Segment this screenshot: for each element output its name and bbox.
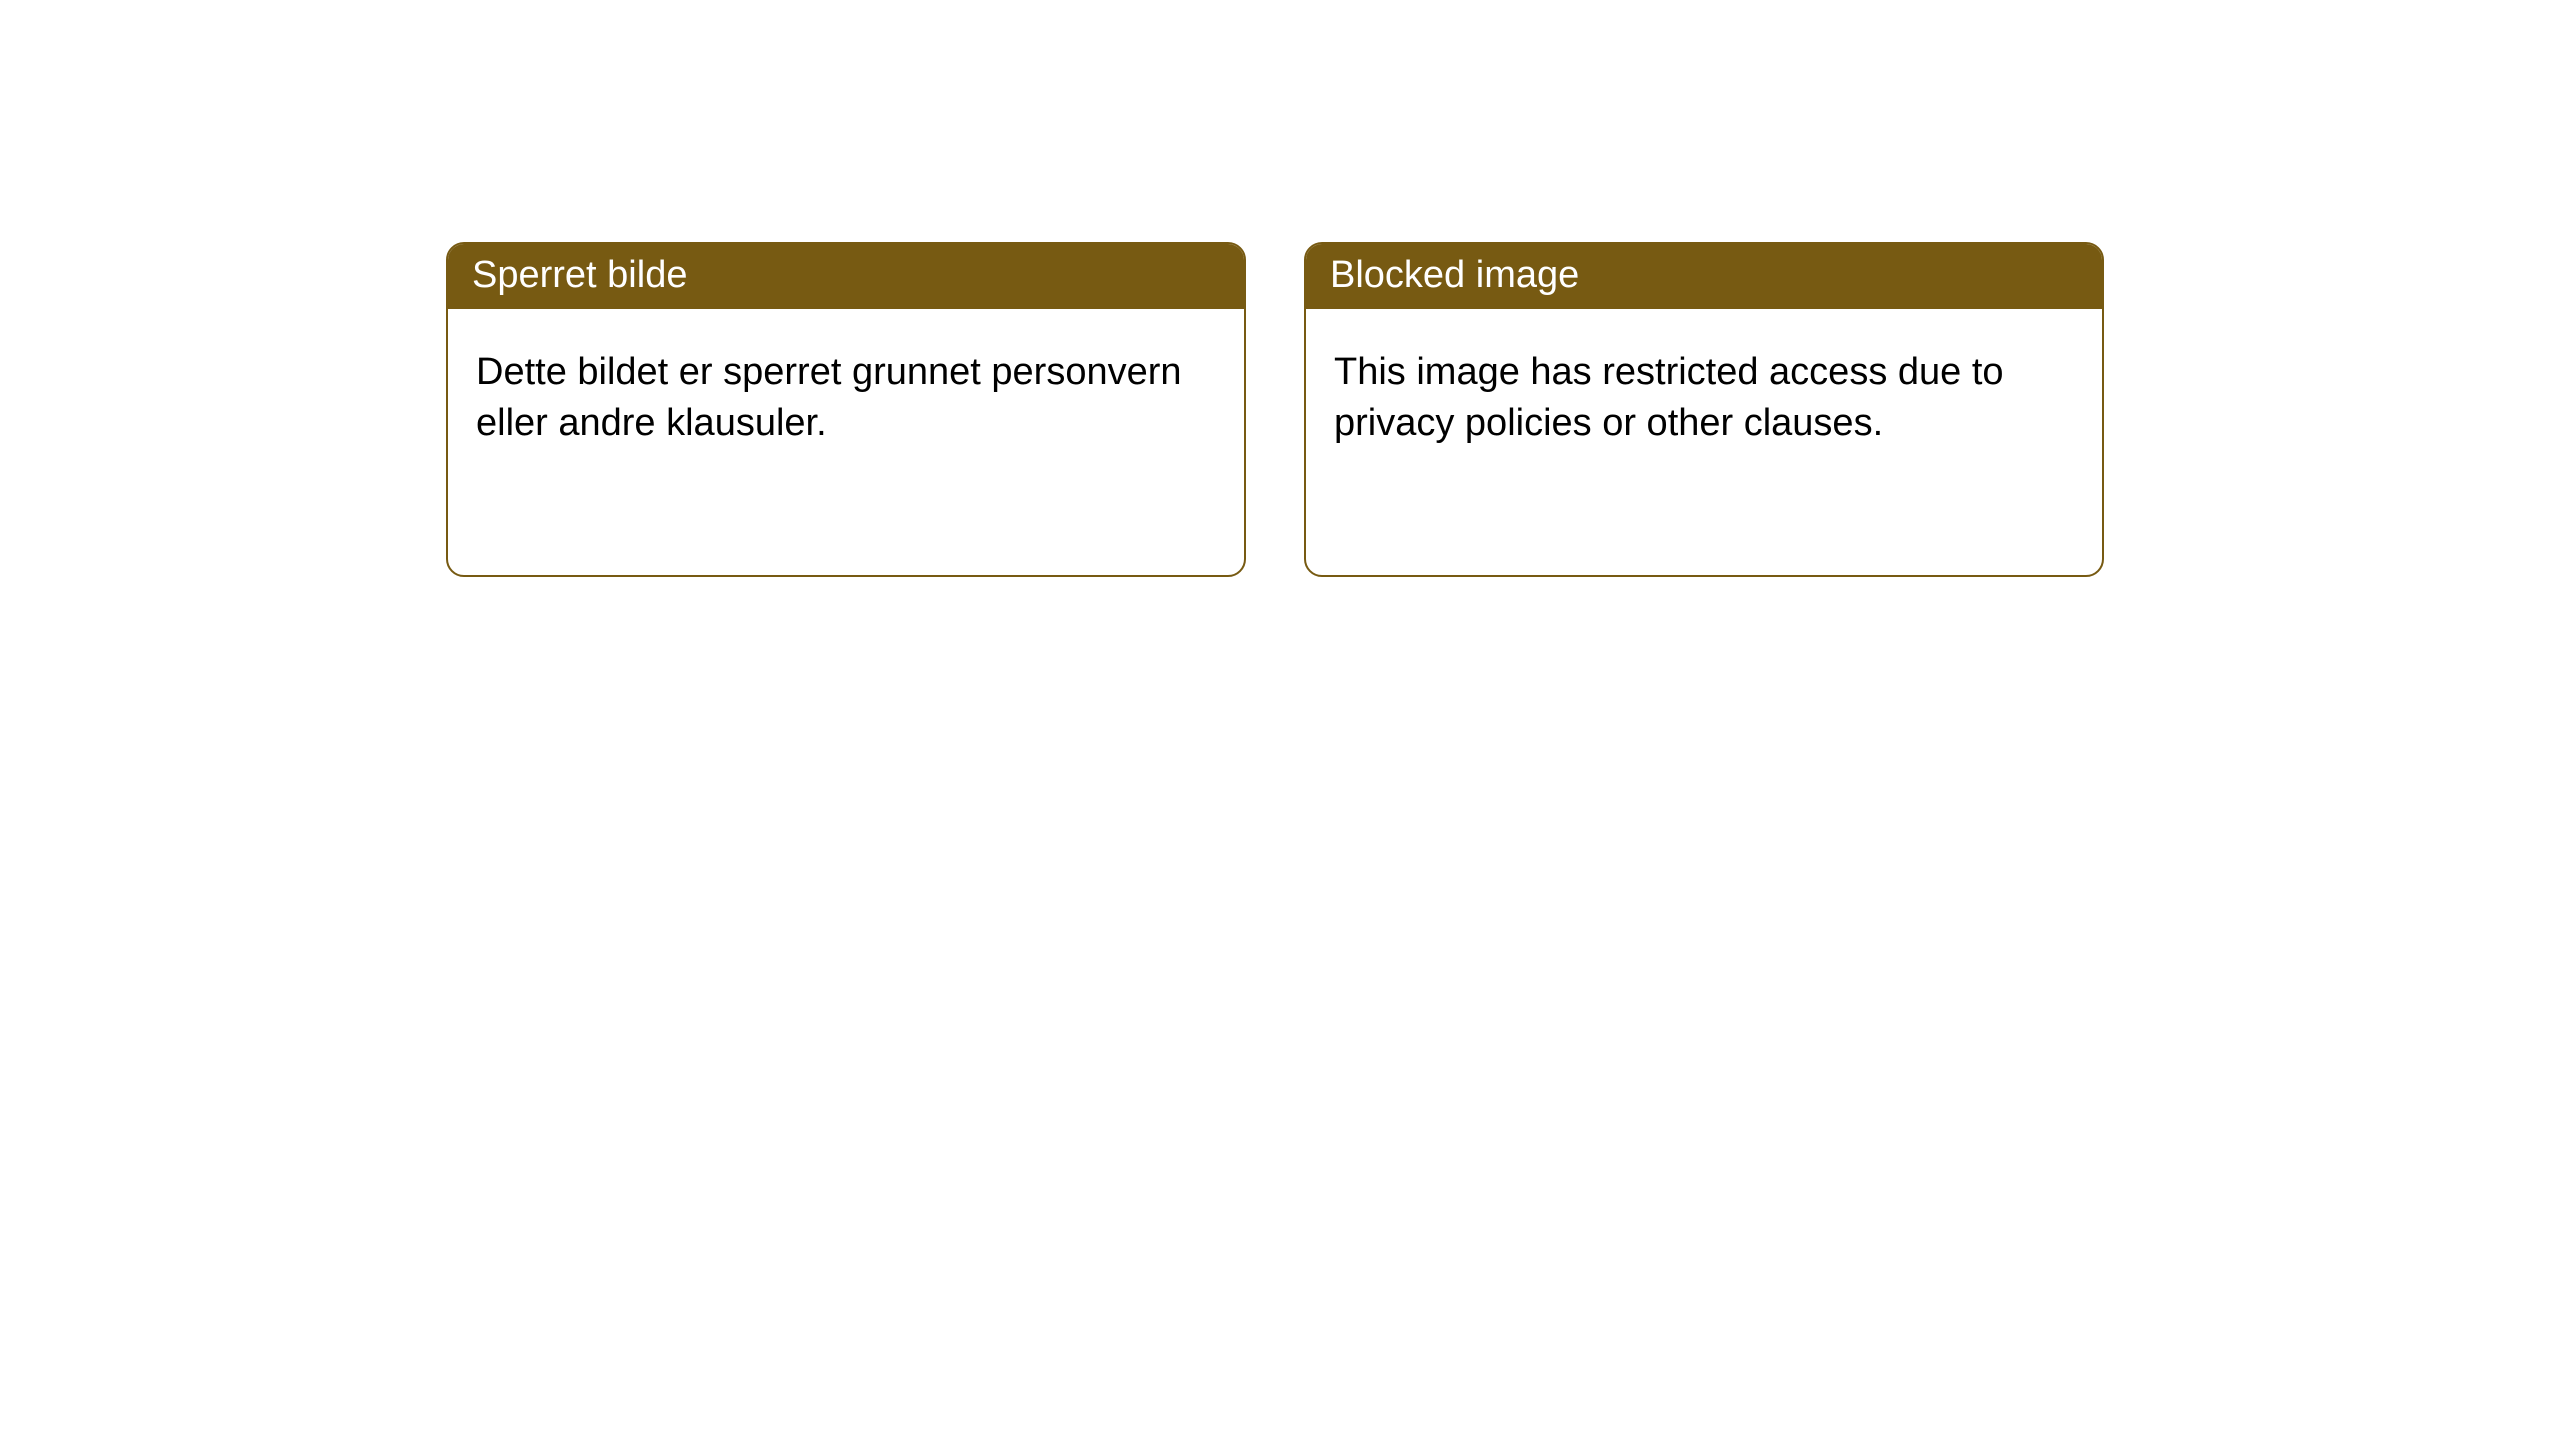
card-body-text: This image has restricted access due to … [1334, 351, 2004, 444]
card-body: Dette bildet er sperret grunnet personve… [448, 309, 1244, 478]
blocked-image-card-no: Sperret bilde Dette bildet er sperret gr… [446, 242, 1246, 577]
card-body: This image has restricted access due to … [1306, 309, 2102, 478]
card-body-text: Dette bildet er sperret grunnet personve… [476, 351, 1182, 444]
card-title: Blocked image [1330, 254, 1579, 296]
blocked-image-card-en: Blocked image This image has restricted … [1304, 242, 2104, 577]
cards-container: Sperret bilde Dette bildet er sperret gr… [0, 0, 2560, 577]
card-title: Sperret bilde [472, 254, 687, 296]
card-header: Blocked image [1306, 244, 2102, 309]
card-header: Sperret bilde [448, 244, 1244, 309]
